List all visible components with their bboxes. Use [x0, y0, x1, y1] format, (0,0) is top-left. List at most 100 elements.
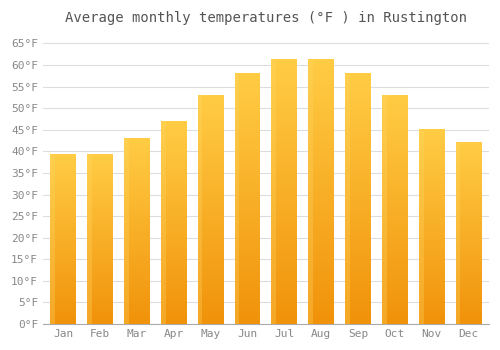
- Bar: [124, 258, 150, 259]
- Bar: [382, 175, 408, 176]
- Bar: [234, 281, 260, 283]
- Bar: [382, 160, 408, 162]
- Bar: [345, 212, 371, 214]
- Bar: [272, 226, 297, 228]
- Bar: [456, 232, 481, 233]
- Bar: [124, 276, 150, 278]
- Bar: [87, 306, 113, 307]
- Bar: [198, 146, 224, 148]
- Bar: [382, 219, 408, 221]
- Bar: [198, 154, 224, 156]
- Bar: [124, 226, 150, 228]
- Bar: [419, 246, 444, 247]
- Bar: [124, 301, 150, 303]
- Bar: [50, 158, 76, 159]
- Bar: [234, 206, 260, 208]
- Bar: [456, 237, 481, 238]
- Bar: [87, 290, 113, 292]
- Bar: [234, 245, 260, 246]
- Bar: [308, 231, 334, 233]
- Bar: [198, 305, 224, 307]
- Bar: [456, 245, 481, 246]
- Bar: [87, 197, 113, 199]
- Bar: [87, 267, 113, 268]
- Bar: [345, 148, 371, 150]
- Bar: [345, 288, 371, 290]
- Bar: [50, 302, 76, 304]
- Bar: [345, 172, 371, 174]
- Bar: [345, 301, 371, 303]
- Bar: [87, 254, 113, 256]
- Bar: [124, 217, 150, 218]
- Bar: [161, 181, 186, 182]
- Bar: [382, 125, 408, 126]
- Bar: [234, 199, 260, 201]
- Bar: [124, 166, 150, 167]
- Bar: [308, 150, 334, 152]
- Bar: [419, 146, 444, 147]
- Bar: [308, 236, 334, 238]
- Bar: [456, 250, 481, 252]
- Bar: [124, 202, 150, 203]
- Bar: [50, 169, 76, 170]
- Bar: [308, 84, 334, 86]
- Bar: [272, 95, 297, 97]
- Bar: [419, 224, 444, 226]
- Bar: [345, 82, 371, 84]
- Bar: [198, 190, 224, 191]
- Bar: [345, 248, 371, 250]
- Bar: [234, 118, 260, 120]
- Bar: [234, 96, 260, 97]
- Bar: [161, 125, 186, 126]
- Bar: [234, 79, 260, 81]
- Bar: [308, 82, 334, 84]
- Bar: [308, 300, 334, 302]
- Bar: [272, 277, 297, 279]
- Bar: [382, 300, 408, 301]
- Bar: [198, 263, 224, 265]
- Bar: [308, 60, 313, 324]
- Bar: [419, 230, 444, 232]
- Bar: [50, 223, 76, 224]
- Bar: [234, 207, 260, 209]
- Bar: [161, 132, 186, 133]
- Bar: [308, 313, 334, 315]
- Bar: [382, 264, 408, 266]
- Bar: [124, 279, 150, 280]
- Bar: [161, 307, 186, 309]
- Bar: [308, 226, 334, 228]
- Bar: [456, 262, 481, 263]
- Bar: [124, 262, 150, 264]
- Bar: [87, 280, 113, 282]
- Bar: [419, 269, 444, 271]
- Bar: [161, 133, 186, 134]
- Bar: [272, 217, 297, 218]
- Bar: [234, 231, 260, 233]
- Bar: [345, 226, 371, 228]
- Bar: [272, 288, 297, 290]
- Bar: [419, 312, 444, 313]
- Bar: [456, 308, 481, 309]
- Bar: [308, 111, 334, 113]
- Bar: [87, 227, 113, 229]
- Bar: [161, 273, 186, 274]
- Bar: [198, 267, 224, 269]
- Bar: [345, 244, 371, 245]
- Bar: [272, 142, 297, 144]
- Bar: [419, 198, 444, 200]
- Bar: [50, 170, 76, 171]
- Bar: [419, 319, 444, 320]
- Bar: [87, 185, 113, 186]
- Bar: [272, 156, 297, 158]
- Bar: [456, 266, 481, 268]
- Bar: [382, 210, 408, 212]
- Bar: [382, 197, 408, 198]
- Bar: [234, 131, 260, 132]
- Bar: [456, 307, 481, 309]
- Bar: [456, 321, 481, 322]
- Bar: [234, 306, 260, 308]
- Bar: [456, 229, 481, 230]
- Bar: [50, 317, 76, 318]
- Bar: [198, 318, 224, 320]
- Bar: [382, 96, 408, 98]
